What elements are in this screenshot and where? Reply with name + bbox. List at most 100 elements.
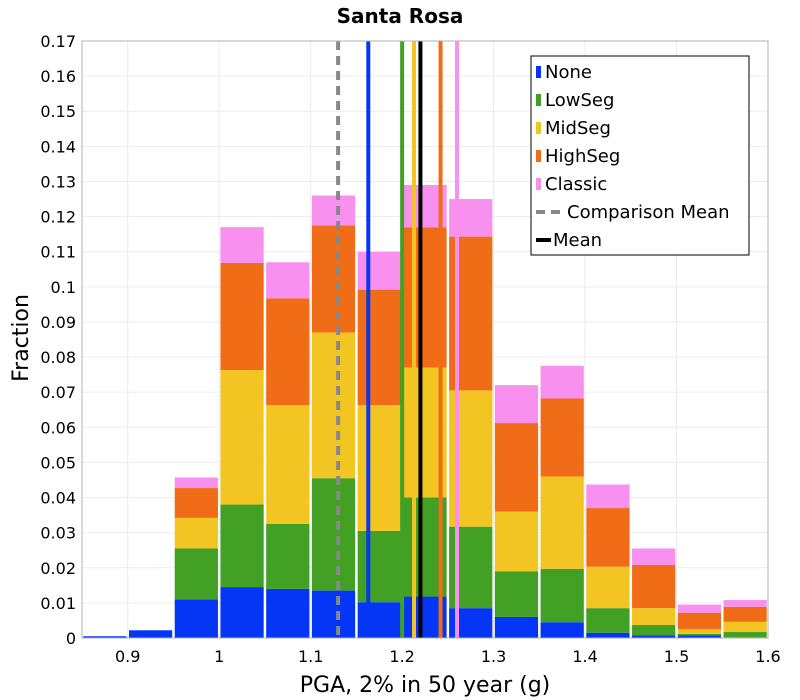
bar-midseg <box>220 370 264 505</box>
bar-none <box>83 636 127 638</box>
bar-midseg <box>311 332 356 479</box>
y-tick-label: 0.09 <box>40 313 76 332</box>
bar-lowseg <box>220 504 264 588</box>
bar-none <box>494 616 539 638</box>
y-tick-label: 0.14 <box>40 137 76 156</box>
x-tick-label: 1.5 <box>664 647 689 666</box>
bar-lowseg <box>494 571 539 617</box>
x-tick-label: 1.6 <box>755 647 780 666</box>
bar-none <box>311 590 356 638</box>
bar-lowseg <box>174 548 218 600</box>
legend-label-highseg: HighSeg <box>545 146 620 167</box>
bar-none <box>357 602 401 638</box>
y-tick-label: 0.05 <box>40 453 76 472</box>
bar-highseg <box>494 423 539 512</box>
legend-label-comparison-mean: Comparison Mean <box>567 202 730 223</box>
y-axis-label: Fraction <box>9 294 34 382</box>
bar-classic <box>677 604 722 613</box>
legend-label-midseg: MidSeg <box>545 118 611 139</box>
legend-box <box>530 55 750 256</box>
legend-label-lowseg: LowSeg <box>545 90 614 111</box>
y-tick-label: 0.08 <box>40 348 76 367</box>
legend-label-none: None <box>545 62 592 83</box>
bar-classic <box>220 227 264 263</box>
x-tick-label: 1.1 <box>298 647 323 666</box>
bar-midseg <box>357 405 401 531</box>
bar-highseg <box>266 298 310 406</box>
x-axis-ticks: 0.9 1 1.1 1.2 1.3 1.4 1.5 1.6 <box>115 647 781 666</box>
bar-none <box>174 599 218 638</box>
y-tick-label: 0.13 <box>40 172 76 191</box>
bar-lowseg <box>266 523 310 589</box>
y-tick-label: 0.12 <box>40 208 76 227</box>
bar-none <box>266 588 310 638</box>
y-tick-label: 0.15 <box>40 102 76 121</box>
bar-lowseg <box>677 633 722 636</box>
bar-classic <box>266 262 310 299</box>
bar-classic <box>357 251 401 290</box>
bar-highseg <box>723 606 767 622</box>
chart-title: Santa Rosa <box>337 4 464 28</box>
bar-classic <box>494 385 539 424</box>
x-tick-label: 0.9 <box>115 647 140 666</box>
legend: None LowSeg MidSeg HighSeg Classic Comparison… <box>530 55 750 256</box>
bar-classic <box>311 195 356 226</box>
bar-midseg <box>540 476 584 569</box>
bar-none <box>540 622 584 638</box>
bar-highseg <box>540 398 584 477</box>
bar-classic <box>632 548 676 565</box>
bar-highseg <box>220 262 264 371</box>
y-tick-label: 0.01 <box>40 594 76 613</box>
legend-swatch-none <box>536 66 541 78</box>
bar-highseg <box>632 564 676 609</box>
bar-highseg <box>311 225 356 333</box>
bar-midseg <box>632 608 676 626</box>
bar-highseg <box>357 289 401 406</box>
bar-lowseg <box>723 632 767 638</box>
x-tick-label: 1.3 <box>481 647 506 666</box>
x-axis-label: PGA, 2% in 50 year (g) <box>300 673 551 698</box>
legend-label-mean: Mean <box>553 230 602 251</box>
x-tick-label: 1.2 <box>389 647 414 666</box>
y-tick-label: 0.04 <box>40 489 76 508</box>
mean-lines <box>336 41 460 638</box>
bar-highseg <box>174 488 218 518</box>
bar-classic <box>540 365 584 399</box>
y-tick-label: 0.02 <box>40 559 76 578</box>
bar-highseg <box>586 508 630 567</box>
bar-lowseg <box>540 568 584 623</box>
bar-highseg <box>677 612 722 630</box>
bar-none <box>632 635 676 638</box>
bar-lowseg <box>632 625 676 636</box>
y-axis-ticks: 0 0.01 0.02 0.03 0.04 0.05 0.06 0.07 0.08 0.09 0.1… <box>40 32 76 648</box>
y-tick-label: 0.06 <box>40 418 76 437</box>
x-tick-label: 1 <box>214 647 224 666</box>
bar-midseg <box>494 511 539 572</box>
y-tick-label: 0.16 <box>40 67 76 86</box>
bar-lowseg <box>357 530 401 603</box>
legend-swatch-classic <box>536 178 541 190</box>
bar-none <box>677 635 722 638</box>
y-tick-label: 0 <box>66 629 76 648</box>
y-tick-label: 0.07 <box>40 383 76 402</box>
bar-none <box>586 632 630 638</box>
y-tick-label: 0.03 <box>40 524 76 543</box>
bar-lowseg <box>311 478 356 591</box>
plot-frame <box>81 40 769 639</box>
bar-midseg <box>723 621 767 633</box>
bar-classic <box>174 477 218 489</box>
bar-midseg <box>174 517 218 549</box>
bar-classic <box>723 600 767 607</box>
y-tick-label: 0.1 <box>51 278 76 297</box>
legend-swatch-lowseg <box>536 94 541 106</box>
legend-label-classic: Classic <box>545 174 607 195</box>
y-tick-label: 0.11 <box>40 243 76 262</box>
bar-classic <box>586 484 630 509</box>
x-tick-label: 1.4 <box>572 647 597 666</box>
bar-midseg <box>586 566 630 609</box>
bar-lowseg <box>586 608 630 633</box>
bar-midseg <box>677 629 722 634</box>
bar-midseg <box>266 405 310 524</box>
bar-none <box>128 630 173 638</box>
